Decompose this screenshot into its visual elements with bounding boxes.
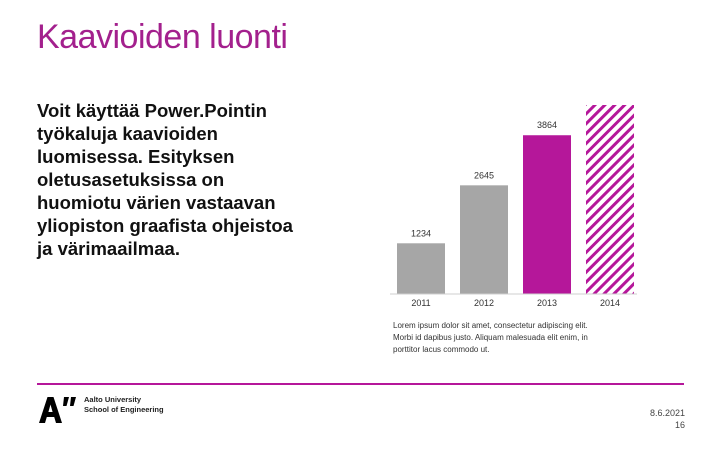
data-label-2011: 1234	[411, 228, 431, 238]
body-line: työkaluja kaavioiden	[37, 123, 218, 144]
page-number: 16	[674, 420, 685, 430]
body-line: ja värimaailmaa.	[37, 238, 180, 259]
footer-meta: 8.6.2021 16	[650, 407, 685, 431]
body-line: yliopiston graafista ohjeistoa	[37, 215, 293, 236]
bar-2012	[460, 185, 508, 294]
caption-line: porttitor lacus commodo ut.	[393, 345, 490, 354]
school-line: School of Engineering	[84, 405, 164, 414]
university-name: Aalto University School of Engineering	[84, 395, 164, 415]
x-tick-label-2012: 2012	[474, 298, 494, 308]
data-label-2013: 3864	[537, 120, 557, 130]
footer-divider	[37, 383, 684, 385]
body-line: huomiotu värien vastaavan	[37, 192, 276, 213]
x-tick-label-2014: 2014	[600, 298, 620, 308]
x-tick-label-2011: 2011	[411, 298, 430, 308]
slide-title: Kaavioiden luonti	[37, 18, 288, 56]
body-line: Voit käyttää Power.Pointin	[37, 100, 267, 121]
bar-2014	[586, 105, 634, 294]
slide-date: 8.6.2021	[649, 408, 685, 418]
chart-caption: Lorem ipsum dolor sit amet, consectetur …	[393, 320, 633, 356]
bar-2011	[397, 243, 445, 294]
bar-chart: 1234 2011 2645 2012 3864 2013 2014	[390, 105, 637, 308]
caption-line: Morbi id dapibus justo. Aliquam malesuad…	[393, 333, 588, 342]
bar-2013	[523, 135, 571, 294]
body-line: luomisessa. Esityksen	[37, 146, 235, 167]
aalto-logo	[39, 397, 76, 423]
body-line: oletusasetuksissa on	[37, 169, 225, 190]
x-tick-label-2013: 2013	[537, 298, 557, 308]
caption-line: Lorem ipsum dolor sit amet, consectetur …	[393, 321, 588, 330]
body-text: Voit käyttää Power.Pointin työkaluja kaa…	[37, 99, 357, 260]
university-line: Aalto University	[84, 395, 142, 404]
data-label-2012: 2645	[474, 170, 494, 180]
